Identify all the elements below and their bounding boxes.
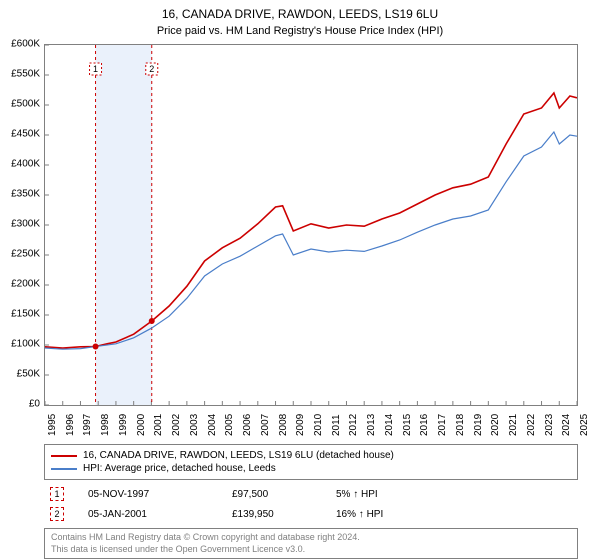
- legend-swatch: [51, 455, 77, 457]
- x-tick-label: 2009: [295, 414, 306, 436]
- y-tick-label: £600K: [11, 39, 40, 50]
- x-tick-label: 1997: [82, 414, 93, 436]
- y-tick-label: £450K: [11, 129, 40, 140]
- x-tick-label: 1995: [47, 414, 58, 436]
- event-marker: 2: [50, 507, 64, 521]
- legend-label: HPI: Average price, detached house, Leed…: [83, 463, 276, 474]
- x-tick-label: 2023: [544, 414, 555, 436]
- y-tick-label: £200K: [11, 279, 40, 290]
- x-tick-label: 2007: [260, 414, 271, 436]
- legend-box: 16, CANADA DRIVE, RAWDON, LEEDS, LS19 6L…: [44, 444, 578, 480]
- y-tick-label: £0: [29, 399, 40, 410]
- x-tick-label: 2008: [278, 414, 289, 436]
- y-tick-label: £50K: [17, 369, 40, 380]
- y-tick-label: £400K: [11, 159, 40, 170]
- y-tick-label: £100K: [11, 339, 40, 350]
- x-tick-label: 2015: [402, 414, 413, 436]
- y-tick-label: £350K: [11, 189, 40, 200]
- x-tick-label: 2010: [313, 414, 324, 436]
- chart-subtitle: Price paid vs. HM Land Registry's House …: [0, 23, 600, 37]
- x-tick-label: 2013: [366, 414, 377, 436]
- x-tick-label: 2000: [136, 414, 147, 436]
- chart-title: 16, CANADA DRIVE, RAWDON, LEEDS, LS19 6L…: [0, 0, 600, 23]
- footer-line-1: Contains HM Land Registry data © Crown c…: [51, 532, 571, 544]
- y-tick-label: £500K: [11, 99, 40, 110]
- x-tick-label: 2020: [490, 414, 501, 436]
- x-tick-label: 2003: [189, 414, 200, 436]
- legend-swatch: [51, 468, 77, 470]
- chart-svg: 12: [45, 45, 577, 405]
- x-tick-label: 2025: [579, 414, 590, 436]
- x-tick-label: 2004: [207, 414, 218, 436]
- event-diff: 16% ↑ HPI: [336, 509, 383, 520]
- x-tick-label: 2014: [384, 414, 395, 436]
- x-tick-label: 2019: [473, 414, 484, 436]
- x-tick-label: 2017: [437, 414, 448, 436]
- y-tick-label: £250K: [11, 249, 40, 260]
- x-tick-label: 2024: [561, 414, 572, 436]
- legend-label: 16, CANADA DRIVE, RAWDON, LEEDS, LS19 6L…: [83, 450, 394, 461]
- x-tick-label: 1999: [118, 414, 129, 436]
- x-tick-label: 2021: [508, 414, 519, 436]
- legend-item: 16, CANADA DRIVE, RAWDON, LEEDS, LS19 6L…: [51, 449, 571, 462]
- x-tick-label: 2012: [348, 414, 359, 436]
- event-row: 2 05-JAN-2001 £139,950 16% ↑ HPI: [44, 504, 578, 524]
- footer-line-2: This data is licensed under the Open Gov…: [51, 544, 571, 556]
- x-tick-label: 2022: [526, 414, 537, 436]
- x-tick-label: 1996: [65, 414, 76, 436]
- event-price: £139,950: [232, 509, 312, 520]
- chart-plot-area: 12: [44, 44, 578, 406]
- event-date: 05-JAN-2001: [88, 509, 208, 520]
- svg-text:1: 1: [93, 64, 98, 74]
- legend-item: HPI: Average price, detached house, Leed…: [51, 462, 571, 475]
- footer-box: Contains HM Land Registry data © Crown c…: [44, 528, 578, 559]
- chart-container: 16, CANADA DRIVE, RAWDON, LEEDS, LS19 6L…: [0, 0, 600, 560]
- x-tick-label: 2011: [331, 414, 342, 436]
- event-date: 05-NOV-1997: [88, 489, 208, 500]
- x-tick-label: 2005: [224, 414, 235, 436]
- x-tick-label: 2006: [242, 414, 253, 436]
- y-tick-label: £150K: [11, 309, 40, 320]
- event-table: 1 05-NOV-1997 £97,500 5% ↑ HPI 2 05-JAN-2001 £…: [44, 484, 578, 524]
- y-tick-label: £300K: [11, 219, 40, 230]
- x-tick-label: 2018: [455, 414, 466, 436]
- event-diff: 5% ↑ HPI: [336, 489, 378, 500]
- x-tick-label: 2016: [419, 414, 430, 436]
- x-tick-label: 1998: [100, 414, 111, 436]
- event-marker: 1: [50, 487, 64, 501]
- x-tick-label: 2001: [153, 414, 164, 436]
- x-tick-label: 2002: [171, 414, 182, 436]
- svg-text:2: 2: [149, 64, 154, 74]
- event-row: 1 05-NOV-1997 £97,500 5% ↑ HPI: [44, 484, 578, 504]
- event-price: £97,500: [232, 489, 312, 500]
- y-tick-label: £550K: [11, 69, 40, 80]
